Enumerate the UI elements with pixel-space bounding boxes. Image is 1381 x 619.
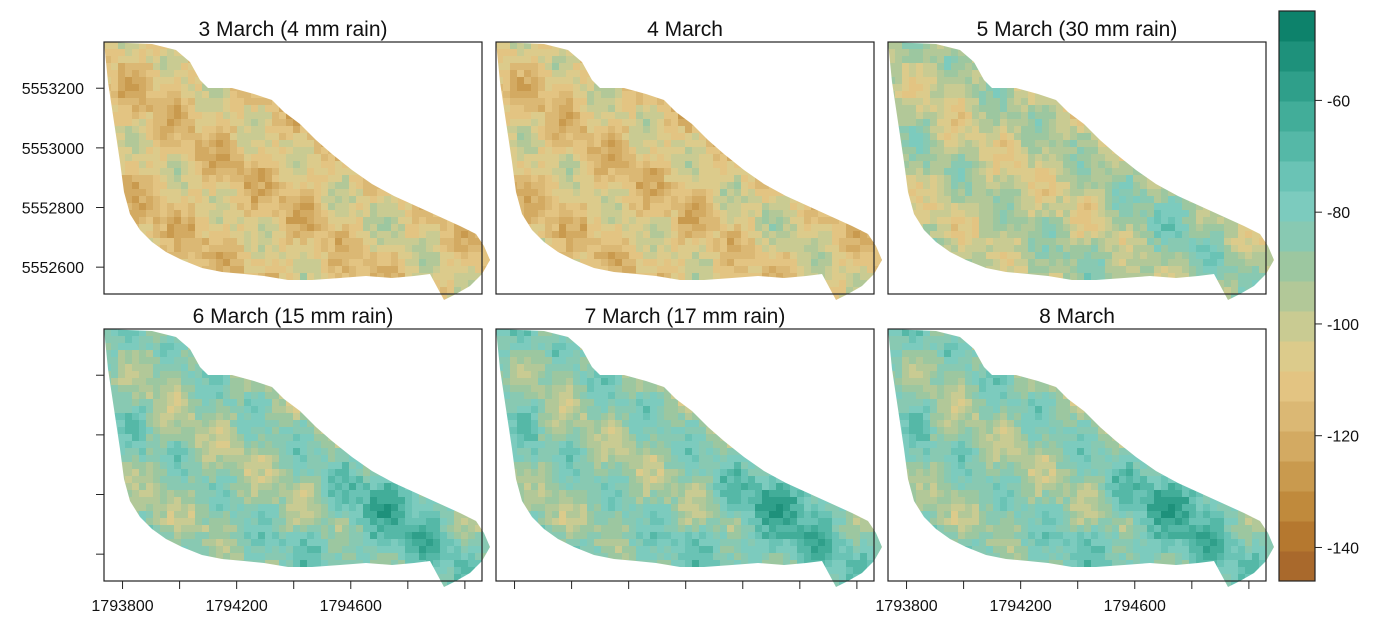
colorbar-segment: [1279, 371, 1315, 402]
colorbar-segment: [1279, 521, 1315, 552]
colorbar-tick-label: -100: [1327, 317, 1359, 334]
panel-frame: [887, 328, 1267, 582]
y-tick-label: 5552600: [22, 260, 84, 277]
colorbar-segment: [1279, 401, 1315, 432]
x-tick-label: 1794200: [990, 598, 1052, 615]
terrain-raster: [888, 329, 1274, 587]
colorbar-frame: [1278, 10, 1316, 582]
colorbar-segment: [1279, 221, 1315, 252]
colorbar-tick-label: -140: [1327, 540, 1359, 557]
colorbar-segment: [1279, 251, 1315, 282]
terrain-raster: [496, 42, 882, 300]
axes-layer: 5553200 5553000 5552800 5552600 1793800 17942…: [22, 81, 1250, 615]
colorbar-tick-label: -80: [1327, 205, 1350, 222]
panel-frame: [887, 41, 1267, 295]
colorbar-segment: [1279, 461, 1315, 492]
terrain-raster: [496, 329, 882, 587]
y-tick-label: 5553000: [22, 141, 84, 158]
panel-1: 3 March (4 mm rain): [103, 18, 490, 300]
panel-title: 8 March: [1039, 305, 1115, 328]
colorbar: -60 -80 -100 -120 -140: [1278, 10, 1359, 582]
x-tick-label: 1794600: [1104, 598, 1166, 615]
x-tick-label: 1794200: [206, 598, 268, 615]
panels-layer: 3 March (4 mm rain) 4 March 5 March (30 mm…: [103, 18, 1274, 587]
colorbar-segment: [1279, 281, 1315, 312]
panel-6: 8 March: [887, 305, 1274, 587]
y-tick-label: 5552800: [22, 201, 84, 218]
colorbar-segment: [1279, 551, 1315, 582]
terrain-raster: [888, 42, 1274, 300]
colorbar-segment: [1279, 191, 1315, 222]
panel-4: 6 March (15 mm rain): [103, 305, 490, 587]
panel-title: 5 March (30 mm rain): [977, 18, 1178, 41]
panel-title: 3 March (4 mm rain): [198, 18, 387, 41]
colorbar-segment: [1279, 341, 1315, 372]
x-tick-label: 1794600: [320, 598, 382, 615]
colorbar-tick-label: -60: [1327, 93, 1350, 110]
panel-title: 6 March (15 mm rain): [193, 305, 394, 328]
panel-title: 7 March (17 mm rain): [585, 305, 786, 328]
y-tick-label: 5553200: [22, 81, 84, 98]
colorbar-segment: [1279, 131, 1315, 162]
colorbar-segment: [1279, 11, 1315, 42]
colorbar-segment: [1279, 41, 1315, 72]
colorbar-segment: [1279, 101, 1315, 132]
colorbar-segment: [1279, 71, 1315, 102]
panel-title: 4 March: [647, 18, 723, 41]
colorbar-segment: [1279, 161, 1315, 192]
panel-5: 7 March (17 mm rain): [495, 305, 882, 587]
terrain-raster: [104, 329, 490, 587]
terrain-raster: [104, 42, 490, 300]
x-tick-label: 1793800: [875, 598, 937, 615]
panel-3: 5 March (30 mm rain): [887, 18, 1274, 300]
colorbar-tick-label: -120: [1327, 429, 1359, 446]
panel-frame: [495, 328, 875, 582]
panel-2: 4 March: [495, 18, 882, 300]
panel-frame: [495, 41, 875, 295]
colorbar-segment: [1279, 491, 1315, 522]
panel-frame: [103, 41, 483, 295]
x-tick-label: 1793800: [91, 598, 153, 615]
panel-frame: [103, 328, 483, 582]
colorbar-segment: [1279, 311, 1315, 342]
colorbar-segment: [1279, 431, 1315, 462]
